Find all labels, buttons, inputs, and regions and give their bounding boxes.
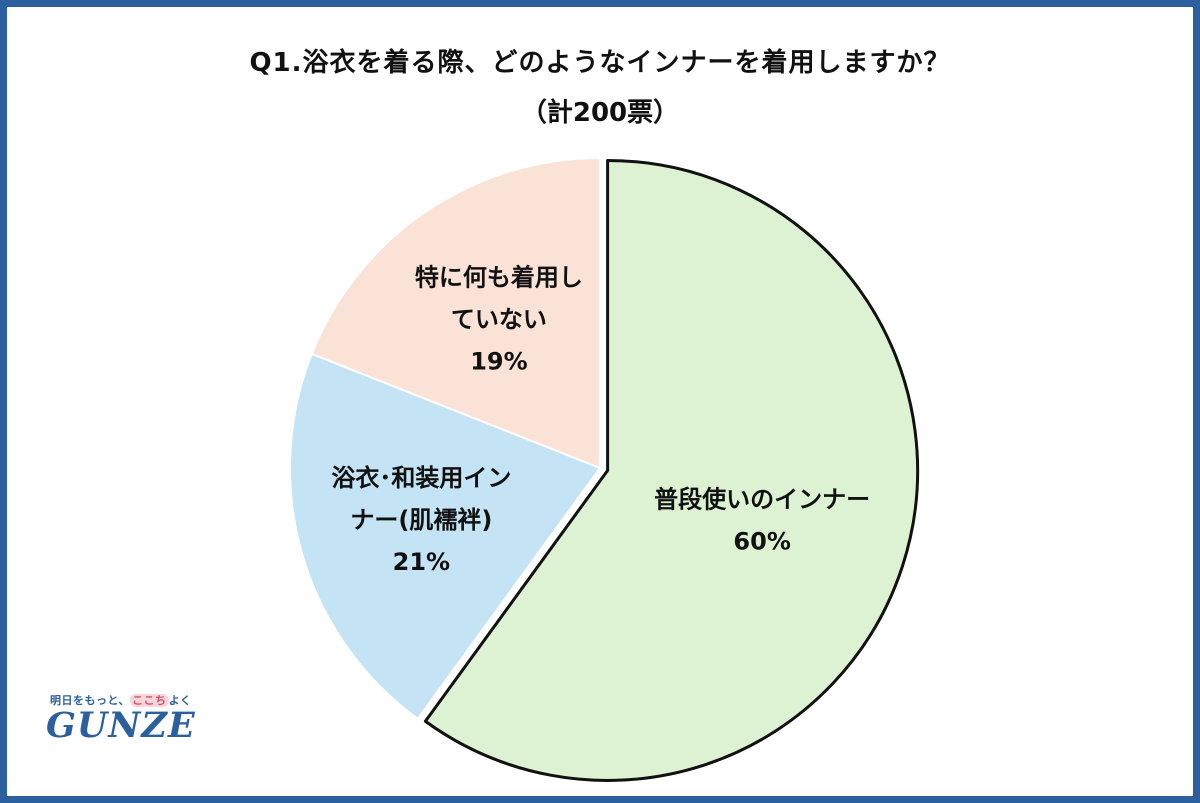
- pie-slice-2-percent: 21%: [393, 548, 450, 576]
- gunze-logo: 明日をもっと、 ここち よく GUNZE: [46, 692, 206, 746]
- pie-slices: [289, 157, 920, 782]
- chart-subtitle: （計200票）: [520, 98, 680, 128]
- pie-slice-3: [310, 157, 601, 469]
- pie-slice-1-percent: 60%: [733, 528, 790, 556]
- logo-tagline: 明日をもっと、 ここち よく: [46, 692, 206, 708]
- logo-tagline-suffix: よく: [168, 694, 192, 707]
- logo-tagline-highlight: ここち: [130, 694, 169, 707]
- logo-tagline-prefix: 明日をもっと、: [50, 694, 131, 707]
- pie-slice-2-label: 浴衣･和装用イン: [331, 464, 511, 492]
- pie-slice-3-label: ていない: [451, 305, 547, 333]
- chart-title: Q1.浴衣を着る際、どのようなインナーを着用しますか？: [249, 48, 951, 78]
- pie-slice-2-label: ナー(肌襦袢): [350, 506, 492, 534]
- pie-slice-1: [423, 158, 920, 782]
- pie-slice-3-percent: 19%: [470, 347, 527, 375]
- logo-wordmark: GUNZE: [46, 705, 196, 746]
- pie-slice-3-label: 特に何も着用し: [415, 263, 583, 291]
- pie-slice-2: [289, 352, 601, 720]
- pie-slice-1-label: 普段使いのインナー: [654, 486, 870, 514]
